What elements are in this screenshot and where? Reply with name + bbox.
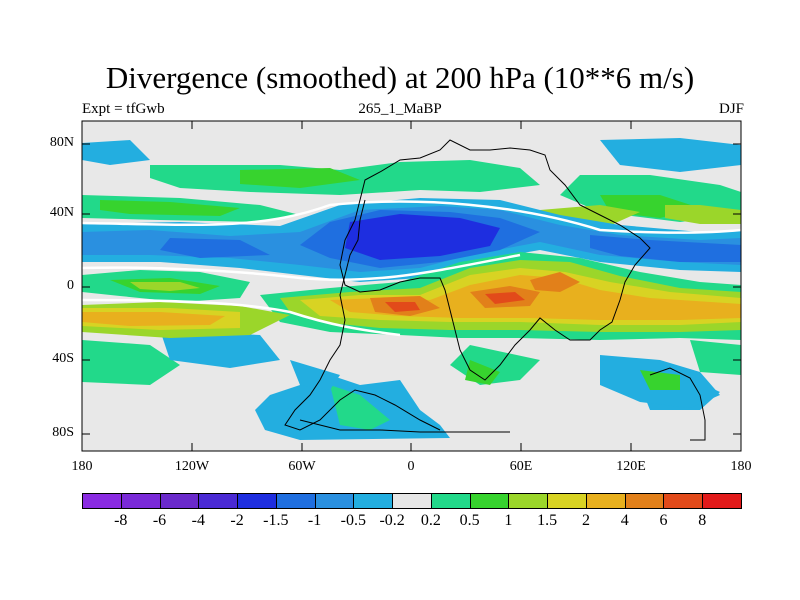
colorbar-label: 6: [659, 512, 668, 529]
season-label: DJF: [718, 101, 744, 117]
colorbar-label: -0.5: [340, 512, 366, 529]
contour-fill: [82, 340, 180, 385]
colorbar-label: 1.5: [537, 512, 558, 529]
zero-contour: [81, 253, 521, 281]
contour-fill: [240, 168, 360, 188]
colorbar-label: 0.5: [459, 512, 480, 529]
colorbar-swatch: [430, 493, 471, 509]
contour-fill: [130, 282, 200, 291]
colorbar-label: 8: [698, 512, 707, 529]
colorbar-label: 0.2: [420, 512, 441, 529]
run-label: 265_1_MaBP: [358, 101, 442, 117]
experiment-label: Expt = tfGwb: [82, 101, 165, 117]
colorbar-swatch: [237, 493, 277, 509]
contour-fill: [530, 272, 580, 292]
colorbar-label: -6: [152, 512, 167, 529]
contour-fill: [160, 238, 270, 258]
contour-fill: [590, 235, 741, 262]
lon-label: 0: [407, 459, 415, 474]
contour-fill: [485, 292, 525, 304]
lat-label: 80N: [49, 135, 74, 150]
colorbar-swatch: [82, 493, 122, 509]
colorbar-label: -2: [230, 512, 244, 529]
colorbar-label: 4: [620, 512, 629, 529]
coastline-americas: [284, 199, 441, 431]
colorbar-swatch: [702, 493, 742, 509]
colorbar-label: -0.2: [379, 512, 405, 529]
colorbar-swatch: [392, 493, 432, 509]
colorbar-label: -1.5: [263, 512, 289, 529]
lon-label: 120W: [174, 459, 210, 474]
colorbar-swatch: [663, 493, 704, 509]
contour-fill: [345, 214, 500, 260]
coastlines: [284, 139, 706, 441]
contour-fill: [465, 360, 500, 385]
coastline-antarctica: [299, 419, 510, 433]
contour-fill: [690, 340, 741, 375]
contour-fill: [600, 138, 741, 172]
lon-label: 180: [71, 459, 93, 474]
contour-fill: [290, 360, 340, 390]
zero-contour: [81, 200, 742, 234]
colorbar-swatch: [585, 493, 626, 509]
colorbar-label: -8: [114, 512, 128, 529]
lat-label: 0: [67, 278, 74, 293]
contour-fill: [82, 312, 225, 326]
lon-label: 60E: [509, 459, 533, 474]
axis-ticks: [82, 121, 741, 451]
colorbar-label: 1: [504, 512, 513, 529]
colorbar-swatch: [120, 493, 161, 509]
colorbar-swatch: [469, 493, 510, 509]
colorbar-label: -1: [307, 512, 322, 529]
coastline-africa-eurasia: [339, 139, 651, 381]
lat-label: 80S: [52, 425, 74, 440]
lon-label: 60W: [288, 459, 316, 474]
contour-fill: [100, 200, 240, 216]
colorbar-swatch: [508, 493, 549, 509]
lon-label: 120E: [616, 459, 646, 474]
colorbar-swatch: [547, 493, 587, 509]
colorbar-swatch: [353, 493, 394, 509]
zero-contour: [81, 298, 401, 337]
colorbar-swatch: [314, 493, 355, 509]
contour-fill: [82, 140, 150, 165]
colorbar-label: 2: [581, 512, 590, 529]
colorbar-label: -4: [191, 512, 205, 529]
coastline-australia: [649, 367, 706, 441]
lat-label: 40N: [49, 205, 74, 220]
colorbar-swatch: [159, 493, 200, 509]
colorbar-swatch: [275, 493, 316, 509]
colorbar-swatch: [624, 493, 665, 509]
plot-title: Divergence (smoothed) at 200 hPa (10**6 …: [105, 60, 695, 95]
contour-fill: [385, 302, 420, 312]
contour-fill: [160, 330, 280, 368]
lon-label: 180: [730, 459, 752, 474]
colorbar-swatch: [198, 493, 239, 509]
contour-fill: [665, 205, 741, 224]
lat-label: 40S: [52, 351, 74, 366]
